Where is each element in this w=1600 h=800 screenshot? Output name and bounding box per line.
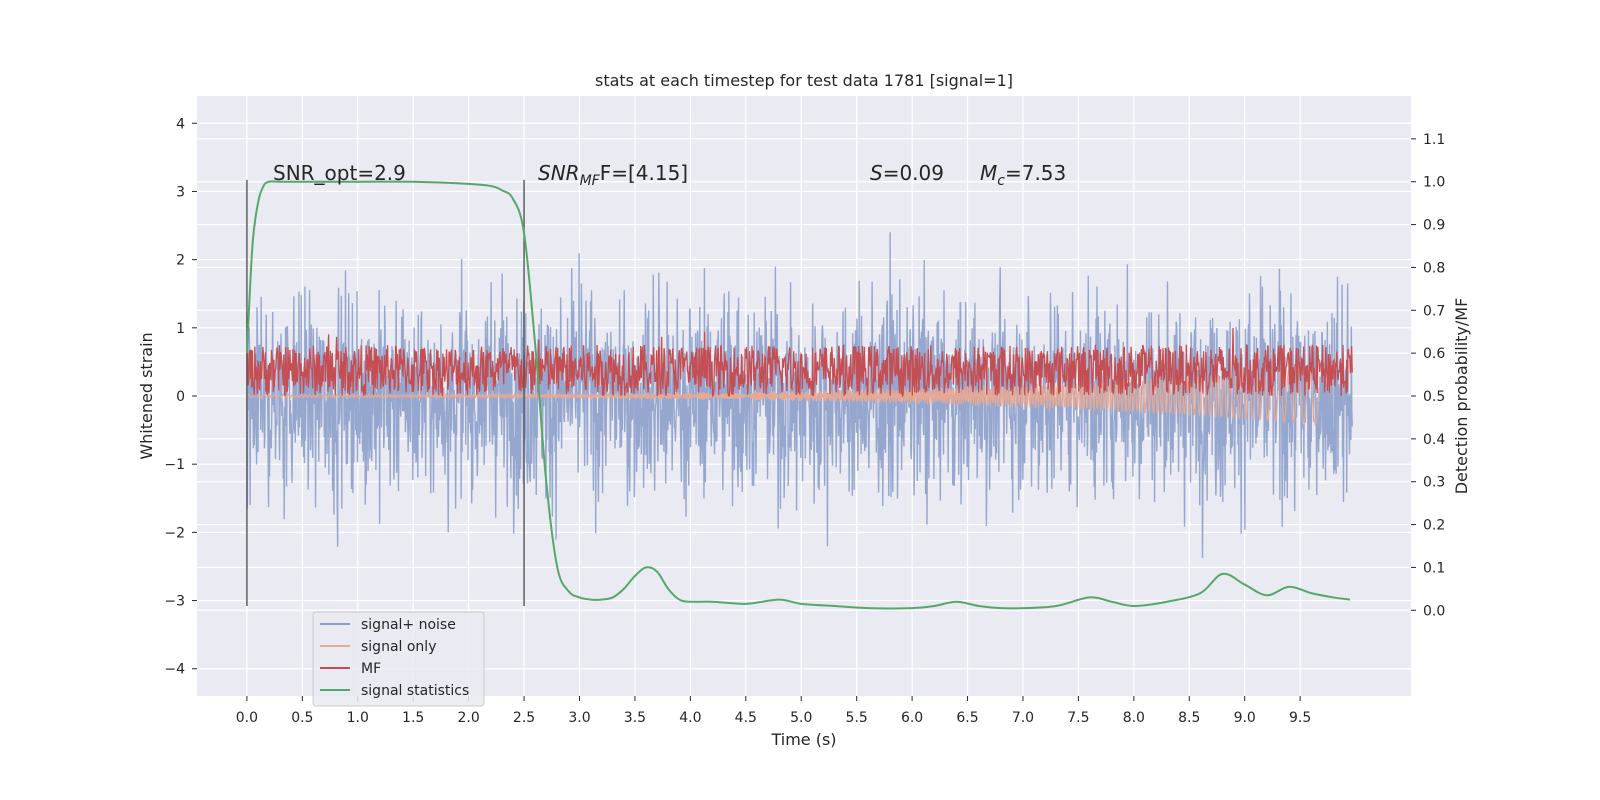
y-axis-ticks: 4 3 2 1 0 −1 −2 −3 −4 (164, 116, 197, 678)
x-tick-label: 5.0 (790, 710, 812, 726)
x-tick-label: 0.5 (291, 710, 313, 726)
y-tick-label: −2 (164, 525, 185, 541)
y-tick-label: 3 (176, 184, 185, 200)
x-tick-label: 1.5 (402, 710, 424, 726)
y2-axis-ticks: 1.1 1.0 0.9 0.8 0.7 0.6 0.5 0.4 0.3 0.2 0.1 0.0 (1411, 132, 1445, 619)
signal-statistics-line (245, 180, 1351, 610)
y-tick-label: 0 (176, 389, 185, 405)
legend-label-mf: MF (361, 661, 381, 677)
annotation-snr-opt: SNR_opt=2.9 (273, 161, 406, 185)
x-tick-label: 2.5 (513, 710, 535, 726)
y-tick-label: 4 (176, 116, 185, 132)
y2-tick-label: 0.6 (1423, 346, 1445, 362)
chart-title: stats at each timestep for test data 178… (595, 71, 1013, 90)
x-tick-label: 6.0 (901, 710, 923, 726)
y2-tick-label: 1.0 (1423, 175, 1445, 191)
y2-tick-label: 0.2 (1423, 518, 1445, 534)
x-tick-label: 4.5 (735, 710, 757, 726)
y2-tick-label: 0.8 (1423, 260, 1445, 276)
x-tick-label: 7.5 (1067, 710, 1089, 726)
annotation-snr-mf-rest: F=[4.15] (600, 161, 688, 185)
annotation-mc: Mc=7.53 (980, 161, 1066, 189)
y-tick-label: −4 (164, 662, 185, 678)
x-tick-label: 0.0 (236, 710, 258, 726)
y2-tick-label: 0.7 (1423, 303, 1445, 319)
legend: signal+ noise signal only MF signal stat… (312, 611, 485, 707)
x-tick-label: 2.0 (457, 710, 479, 726)
x-tick-label: 3.5 (624, 710, 646, 726)
legend-label-signal-statistics: signal statistics (361, 683, 469, 699)
vertical-markers (246, 179, 525, 606)
y-tick-label: 2 (176, 253, 185, 269)
x-tick-label: 5.5 (846, 710, 868, 726)
x-tick-label: 3.0 (568, 710, 590, 726)
annotation-snr-mf: SNRMFF=[4.15] (538, 161, 688, 189)
y-tick-label: −1 (164, 457, 185, 473)
series-signal-only (246, 367, 1320, 426)
annotation-s-main: S (870, 161, 883, 185)
x-tick-label: 6.5 (956, 710, 978, 726)
y2-tick-label: 0.4 (1423, 432, 1445, 448)
annotation-snr-mf-sub: MF (580, 173, 601, 189)
y-tick-label: 1 (176, 321, 185, 337)
legend-label-signal-noise: signal+ noise (361, 617, 456, 633)
y2-tick-label: 1.1 (1423, 132, 1445, 148)
annotation-s-rest: =0.09 (883, 161, 944, 185)
series-signal-statistics (245, 180, 1351, 610)
y-axis-label: Whitened strain (137, 332, 156, 459)
x-tick-label: 1.0 (347, 710, 369, 726)
annotation-mc-sub: c (997, 173, 1005, 189)
annotation-mc-main: M (980, 161, 997, 185)
x-tick-label: 8.0 (1123, 710, 1145, 726)
y2-tick-label: 0.1 (1423, 560, 1445, 576)
annotation-mc-rest: =7.53 (1005, 161, 1066, 185)
y2-tick-label: 0.0 (1423, 603, 1445, 619)
legend-label-signal-only: signal only (361, 639, 436, 655)
x-tick-label: 9.0 (1234, 710, 1256, 726)
y-tick-label: −3 (164, 594, 185, 610)
annotation-s: S=0.09 (870, 161, 944, 185)
x-axis-ticks: 0.0 0.5 1.0 1.5 2.0 2.5 3.0 3.5 4.0 4.5 5.0 5.5 6.0 6… (236, 696, 1311, 726)
y2-tick-label: 0.3 (1423, 475, 1445, 491)
legend-box (312, 611, 485, 707)
y2-axis-label: Detection probability/MF (1452, 298, 1471, 495)
x-tick-label: 9.5 (1289, 710, 1311, 726)
y2-tick-label: 0.5 (1423, 389, 1445, 405)
x-axis-label: Time (s) (770, 730, 836, 749)
mf-line (246, 327, 1353, 398)
x-tick-label: 4.0 (679, 710, 701, 726)
x-tick-label: 8.5 (1178, 710, 1200, 726)
annotation-snr-mf-main: SNR (538, 161, 580, 185)
signal-only-line (246, 367, 1320, 426)
x-tick-label: 7.0 (1012, 710, 1034, 726)
y2-tick-label: 0.9 (1423, 218, 1445, 234)
series-mf (246, 327, 1353, 398)
